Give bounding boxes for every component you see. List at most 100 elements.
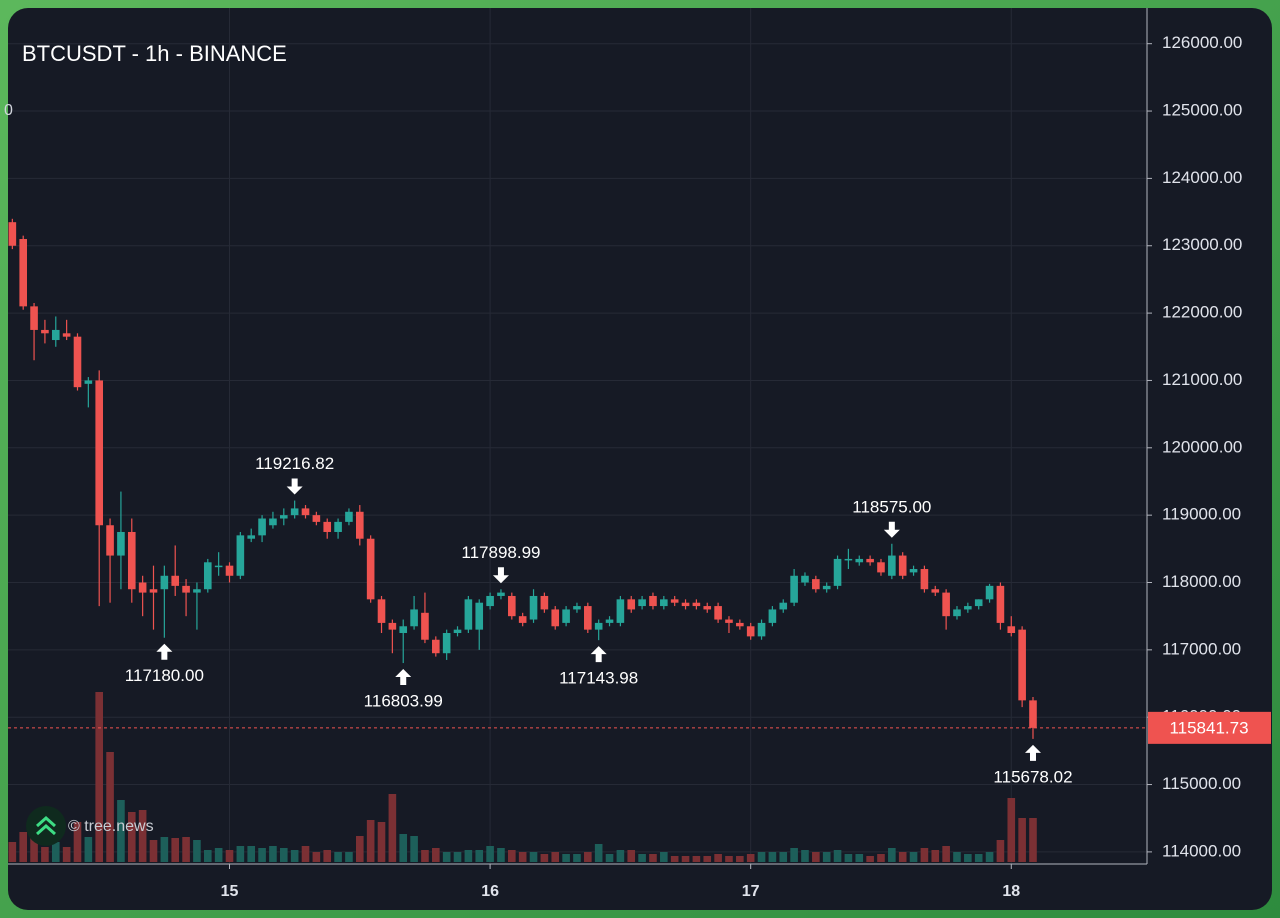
candle-body (866, 558, 874, 563)
volume-bar (768, 852, 777, 862)
candle-body (573, 606, 581, 610)
candle-body (453, 629, 462, 634)
candle-body (898, 555, 907, 576)
volume-bar (497, 848, 505, 862)
volume-bar (638, 854, 646, 862)
candle-body (974, 599, 983, 607)
volume-bar (594, 844, 603, 862)
volume-bar (127, 812, 136, 862)
y-tick-label: 118000.00 (1162, 572, 1241, 591)
candle-body (996, 585, 1005, 623)
candle-body (30, 306, 38, 330)
candle-body (486, 595, 494, 607)
volume-bar (681, 856, 690, 862)
candle-body (127, 531, 136, 590)
annotation-arrow (395, 669, 412, 686)
y-tick-label: 125000.00 (1162, 101, 1242, 120)
volume-bar (149, 840, 158, 862)
volume-bar (355, 836, 364, 862)
candle-body (822, 585, 831, 590)
candle-body (355, 511, 364, 539)
volume-bar (953, 852, 961, 862)
volume-bar (703, 856, 712, 862)
volume-bar (790, 848, 798, 862)
annotation-arrow (156, 643, 173, 660)
last-price-label: 115841.73 (1169, 718, 1248, 737)
candle-body (1029, 700, 1037, 728)
watermark: © tree.news (68, 818, 154, 835)
volume-bar (19, 832, 28, 862)
candle-body (51, 329, 60, 341)
volume-bar (909, 852, 918, 862)
volume-bar (486, 846, 494, 862)
volume-bar (106, 752, 114, 862)
volume-bar (182, 837, 190, 862)
last-price-box (1148, 711, 1271, 744)
candle-body (421, 612, 429, 640)
volume-bar (888, 848, 896, 862)
y-tick-label: 120000.00 (1162, 437, 1242, 456)
candle-body (269, 518, 277, 526)
volume-bar (779, 852, 788, 862)
volume-bar (84, 837, 93, 862)
candle-body (757, 622, 766, 637)
candle-body (62, 333, 71, 337)
candle-body (1018, 629, 1026, 701)
volume-bar (660, 852, 668, 862)
candle-body (660, 599, 668, 607)
volume-bar (203, 850, 212, 862)
volume-bar (432, 848, 440, 862)
candle-body (703, 606, 712, 610)
volume-bar (725, 856, 733, 862)
volume-bar (1018, 818, 1026, 862)
y-tick-label: 121000.00 (1162, 370, 1242, 389)
volume-bar (616, 850, 625, 862)
volume-bar (627, 850, 636, 862)
candle-body (399, 626, 408, 634)
candle-body (84, 380, 93, 384)
candle-body (562, 609, 570, 623)
volume-bar (757, 852, 766, 862)
volume-bar (996, 840, 1005, 862)
candle-body (258, 518, 266, 536)
candle-body (171, 575, 180, 586)
volume-bar (855, 854, 864, 862)
annotation-arrow (590, 646, 607, 663)
candle-body (833, 558, 842, 586)
volume-bar (366, 820, 375, 862)
volume-bar (117, 800, 125, 862)
candle-body (605, 619, 614, 623)
candle-body (518, 616, 527, 623)
volume-bar (801, 850, 809, 862)
annotation-label: 115678.02 (993, 767, 1072, 786)
candle-body (497, 592, 505, 596)
candle-body (888, 555, 896, 576)
volume-bar (649, 854, 657, 862)
candle-body (117, 531, 125, 556)
volume-bar (833, 850, 842, 862)
candle-body (508, 595, 516, 617)
volume-bar (1007, 798, 1016, 862)
candle-body (149, 589, 158, 593)
annotation-arrow (492, 567, 509, 584)
volume-bar (160, 837, 169, 862)
volume-bar (529, 852, 538, 862)
volume-bar (670, 856, 679, 862)
candle-body (953, 609, 961, 617)
volume-bar (138, 810, 147, 862)
candle-body (551, 609, 560, 627)
volume-bar (214, 848, 223, 862)
volume-bar (312, 852, 321, 862)
volume-bar (171, 838, 180, 862)
x-tick-label: 15 (221, 883, 239, 900)
candle-body (247, 535, 256, 539)
y-tick-label: 126000.00 (1162, 33, 1242, 52)
volume-bar (540, 854, 549, 862)
volume-bar (399, 834, 408, 862)
volume-bar (877, 854, 885, 862)
candle-body (529, 595, 538, 620)
y-tick-label: 115000.00 (1162, 774, 1241, 793)
candle-body (464, 599, 473, 630)
annotation-arrow (883, 521, 900, 538)
